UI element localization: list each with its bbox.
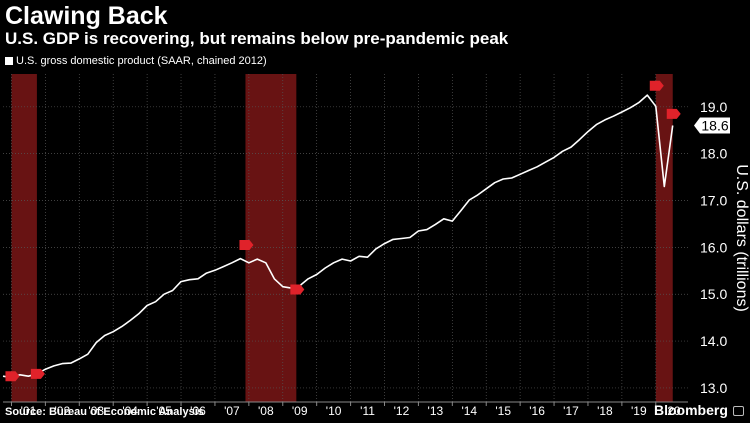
chart-subtitle: U.S. GDP is recovering, but remains belo… <box>5 29 509 48</box>
x-tick-label: '13 <box>428 404 444 418</box>
x-tick-label: '16 <box>529 404 545 418</box>
x-tick-label: '05 <box>156 404 172 418</box>
recession-band <box>11 74 37 402</box>
recession-marker <box>290 284 305 295</box>
y-tick-label: 17.0 <box>700 193 727 209</box>
x-tick-label: '08 <box>258 404 274 418</box>
x-tick-label: '20 <box>665 404 681 418</box>
recession-marker <box>30 368 45 379</box>
y-tick-label: 16.0 <box>700 239 727 255</box>
x-tick-label: '04 <box>122 404 138 418</box>
legend-swatch <box>5 57 13 65</box>
x-tick-label: '14 <box>461 404 477 418</box>
bloomberg-logo: Bloomberg <box>654 402 728 418</box>
x-tick-label: '09 <box>292 404 308 418</box>
x-tick-label: '17 <box>563 404 579 418</box>
y-tick-label: 14.0 <box>700 333 727 349</box>
y-tick-label: 18.0 <box>700 146 727 162</box>
gdp-series-line <box>2 94 674 379</box>
x-tick-label: '12 <box>394 404 410 418</box>
last-value-label: 18.6 <box>701 118 728 134</box>
x-tick-label: '02 <box>55 404 71 418</box>
source-note: Source: Bureau of Economic Analysis <box>5 406 204 418</box>
recession-marker <box>5 371 20 382</box>
x-tick-label: '19 <box>631 404 647 418</box>
x-tick-label: '15 <box>495 404 511 418</box>
x-tick-label: '03 <box>88 404 104 418</box>
x-tick-label: '01 <box>21 404 37 418</box>
y-tick-label: 15.0 <box>700 286 727 302</box>
recession-marker <box>239 240 254 251</box>
x-tick-label: '06 <box>190 404 206 418</box>
legend: U.S. gross domestic product (SAAR, chain… <box>5 55 267 67</box>
chart-title: Clawing Back <box>5 2 168 30</box>
x-tick-label: '11 <box>360 404 375 418</box>
x-tick-label: '18 <box>597 404 613 418</box>
y-axis-label: U.S. dollars (trillions) <box>733 164 750 312</box>
x-tick-label: '07 <box>224 404 240 418</box>
recession-marker <box>666 108 681 119</box>
y-tick-label: 13.0 <box>700 380 727 396</box>
last-value-box <box>694 117 730 134</box>
camera-icon <box>733 406 744 416</box>
y-tick-label: 19.0 <box>700 99 727 115</box>
recession-marker <box>649 80 664 91</box>
legend-label: U.S. gross domestic product (SAAR, chain… <box>16 55 267 67</box>
x-tick-label: '10 <box>326 404 342 418</box>
recession-band <box>245 74 297 402</box>
